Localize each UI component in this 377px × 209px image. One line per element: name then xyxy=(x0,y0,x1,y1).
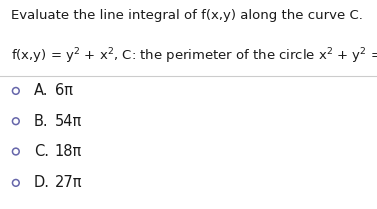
Text: 18π: 18π xyxy=(55,144,82,159)
Text: D.: D. xyxy=(34,175,50,190)
Text: B.: B. xyxy=(34,114,49,129)
Text: 6π: 6π xyxy=(55,83,73,98)
Text: A.: A. xyxy=(34,83,48,98)
Text: f(x,y) = y$^2$ + x$^2$, C: the perimeter of the circle x$^2$ + y$^2$ = 9: f(x,y) = y$^2$ + x$^2$, C: the perimeter… xyxy=(11,46,377,66)
Text: 27π: 27π xyxy=(55,175,82,190)
Text: C.: C. xyxy=(34,144,49,159)
Text: Evaluate the line integral of f(x,y) along the curve C.: Evaluate the line integral of f(x,y) alo… xyxy=(11,9,362,22)
Text: 54π: 54π xyxy=(55,114,82,129)
